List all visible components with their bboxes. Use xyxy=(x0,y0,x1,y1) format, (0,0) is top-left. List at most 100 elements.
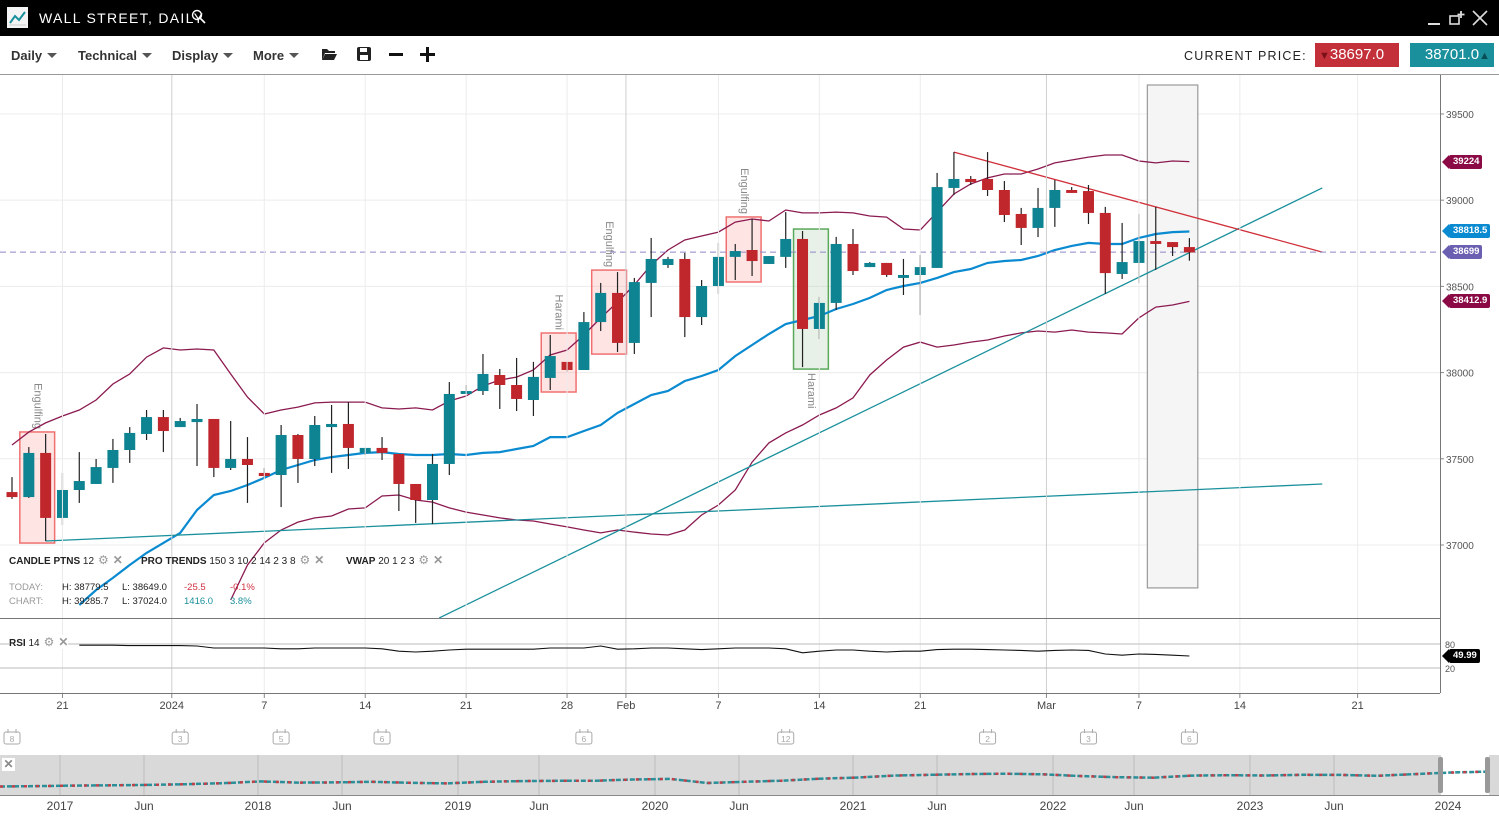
candle-bullish xyxy=(443,382,455,475)
x-tick-label: Mar xyxy=(1037,700,1056,712)
candle-bullish xyxy=(90,458,102,484)
popout-icon[interactable] xyxy=(1449,10,1465,31)
event-count: 3 xyxy=(178,734,183,744)
save-icon[interactable] xyxy=(356,46,372,67)
candle-bullish xyxy=(645,237,657,318)
rsi-value-tag: 49.99 xyxy=(1442,649,1480,663)
sell-price-button[interactable]: ▼ 38697.0 xyxy=(1315,43,1399,67)
candle-body xyxy=(729,251,741,257)
navigator-close-icon[interactable]: ✕ xyxy=(2,757,15,771)
candle-bearish xyxy=(1015,207,1027,245)
candle-bullish xyxy=(864,262,876,268)
event-calendar-icon[interactable]: 5 xyxy=(272,729,290,745)
candle-body xyxy=(309,425,321,459)
close-icon[interactable] xyxy=(1472,10,1488,31)
calendar-frame xyxy=(979,731,997,745)
candle-body xyxy=(847,243,859,272)
calendar-frame xyxy=(1079,731,1097,745)
rsi-line xyxy=(79,644,1190,657)
candle-bearish xyxy=(376,437,388,460)
menu-daily[interactable]: Daily xyxy=(11,48,58,63)
navigator-label: Jun xyxy=(729,799,748,813)
event-calendar-icon[interactable]: 3 xyxy=(171,729,189,745)
candle-body xyxy=(6,492,18,498)
menu-display[interactable]: Display xyxy=(172,48,234,63)
candle-body xyxy=(1183,247,1195,253)
candle-body xyxy=(326,423,338,428)
candle-body xyxy=(628,282,640,343)
menu-more[interactable]: More xyxy=(253,48,300,63)
candle-bullish xyxy=(948,152,960,195)
remove-icon[interactable]: ✕ xyxy=(58,635,69,649)
menu-technical[interactable]: Technical xyxy=(78,48,153,63)
event-calendar-icon[interactable]: 3 xyxy=(1079,729,1097,745)
candle-bearish xyxy=(797,231,809,368)
x-tick-label: 14 xyxy=(813,700,825,712)
buy-price-button[interactable]: 38701.0 ▲ xyxy=(1410,43,1494,67)
price-pane: Engulfing Harami Engulfing Engulfing Harami xyxy=(0,84,1440,618)
pattern-label: Harami xyxy=(805,373,817,408)
pattern-label: Engulfing xyxy=(738,168,750,214)
navigator-handle-left[interactable] xyxy=(1438,757,1443,793)
event-calendar-icon[interactable]: 6 xyxy=(373,729,391,745)
candle-bearish xyxy=(1082,185,1094,224)
zoom-out-icon[interactable] xyxy=(389,46,403,67)
navigator-handle-right[interactable] xyxy=(1485,757,1490,793)
candle-bearish xyxy=(679,252,691,338)
candle-bearish xyxy=(1150,206,1162,270)
candle-body xyxy=(90,467,102,484)
x-tick-label: 7 xyxy=(715,700,721,712)
event-calendar-icon[interactable]: 8 xyxy=(3,729,21,745)
candle-body xyxy=(40,452,52,518)
navigator[interactable] xyxy=(0,755,1499,796)
event-calendar-icon[interactable]: 6 xyxy=(1180,729,1198,745)
zoom-in-icon[interactable] xyxy=(420,46,435,67)
price-tag: 38818.5 xyxy=(1441,224,1491,239)
gear-icon[interactable]: ⚙ xyxy=(418,553,430,567)
candle-body xyxy=(241,458,253,465)
indicator-name: CANDLE PTNS xyxy=(9,556,81,567)
calendar-frame xyxy=(3,731,21,745)
gear-icon[interactable]: ⚙ xyxy=(98,553,109,567)
event-count: 6 xyxy=(582,734,587,744)
remove-icon[interactable]: ✕ xyxy=(314,553,325,567)
candle-body xyxy=(1015,213,1027,228)
calendar-frame xyxy=(373,731,391,745)
navigator-label: 2024 xyxy=(1435,799,1462,813)
indicator-name: PRO TRENDS xyxy=(141,556,207,567)
candle-body xyxy=(511,385,523,399)
candle-bullish xyxy=(931,172,943,268)
event-calendar-icon[interactable]: 12 xyxy=(777,729,795,745)
event-calendar-icon[interactable]: 2 xyxy=(979,729,997,745)
caret-down-icon xyxy=(223,53,234,58)
candle-bullish xyxy=(427,453,438,524)
candle-bullish xyxy=(191,403,203,467)
pattern-label: Engulfing xyxy=(31,383,43,429)
candle-bearish xyxy=(965,176,977,185)
calendar-frame xyxy=(777,731,795,745)
candle-bearish xyxy=(1099,206,1111,294)
trend-line xyxy=(953,151,1323,253)
candle-bullish xyxy=(696,280,708,325)
minimize-icon[interactable] xyxy=(1427,10,1441,31)
gear-icon[interactable]: ⚙ xyxy=(43,635,55,649)
pattern-box xyxy=(725,216,762,283)
x-tick-label: 14 xyxy=(359,700,371,712)
indicator-legend-candle-patterns: CANDLE PTNS 12 ⚙ ✕ xyxy=(9,553,123,567)
remove-icon[interactable]: ✕ xyxy=(433,553,444,567)
price-tag: 38699 xyxy=(1441,245,1483,260)
open-folder-icon[interactable] xyxy=(321,46,338,67)
search-icon[interactable] xyxy=(191,9,207,30)
candle-body xyxy=(1099,212,1111,274)
candle-body xyxy=(662,258,674,265)
candle-body xyxy=(494,375,506,385)
candle-body xyxy=(897,275,909,278)
candle-bearish xyxy=(1167,242,1179,257)
event-calendar-icon[interactable]: 6 xyxy=(575,729,593,745)
chart-label: CHART: xyxy=(9,596,44,607)
x-tick-label: 28 xyxy=(561,700,573,712)
navigator-label: Jun xyxy=(1124,799,1143,813)
gear-icon[interactable]: ⚙ xyxy=(299,553,311,567)
remove-icon[interactable]: ✕ xyxy=(112,553,123,567)
